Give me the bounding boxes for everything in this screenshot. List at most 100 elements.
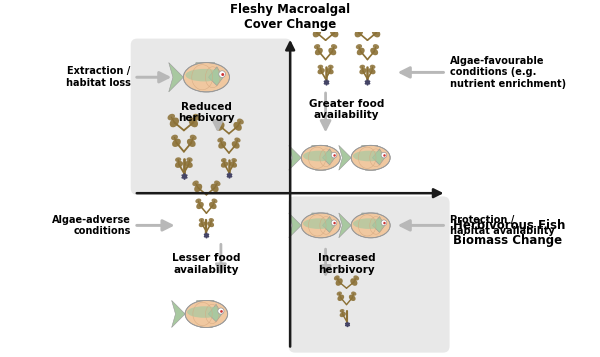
Ellipse shape — [232, 141, 239, 149]
Ellipse shape — [353, 151, 385, 161]
Ellipse shape — [359, 68, 367, 74]
Ellipse shape — [221, 161, 228, 168]
Polygon shape — [314, 229, 326, 238]
Ellipse shape — [351, 213, 390, 238]
FancyBboxPatch shape — [289, 196, 449, 353]
Ellipse shape — [355, 29, 363, 37]
Ellipse shape — [171, 135, 178, 140]
Circle shape — [383, 154, 386, 157]
Ellipse shape — [190, 135, 197, 140]
Circle shape — [331, 152, 337, 158]
Ellipse shape — [370, 65, 376, 69]
Polygon shape — [373, 217, 385, 232]
Polygon shape — [364, 229, 376, 238]
Ellipse shape — [315, 48, 323, 55]
Ellipse shape — [317, 68, 325, 74]
Polygon shape — [373, 149, 385, 165]
Ellipse shape — [175, 161, 183, 168]
Ellipse shape — [372, 29, 380, 37]
Ellipse shape — [337, 291, 342, 296]
Ellipse shape — [311, 25, 317, 31]
Ellipse shape — [192, 181, 199, 186]
Ellipse shape — [196, 202, 204, 209]
Ellipse shape — [328, 48, 336, 55]
Ellipse shape — [353, 25, 359, 31]
Ellipse shape — [328, 65, 334, 69]
Circle shape — [334, 154, 336, 157]
Ellipse shape — [185, 161, 193, 168]
Polygon shape — [209, 67, 223, 86]
Ellipse shape — [303, 218, 335, 229]
Ellipse shape — [211, 184, 218, 192]
Ellipse shape — [353, 218, 385, 229]
Ellipse shape — [216, 122, 224, 131]
Circle shape — [381, 220, 387, 226]
Ellipse shape — [209, 218, 214, 222]
Polygon shape — [198, 81, 212, 92]
Ellipse shape — [185, 301, 227, 327]
Ellipse shape — [337, 295, 344, 301]
Ellipse shape — [235, 137, 241, 142]
Text: Extraction /
habitat loss: Extraction / habitat loss — [66, 66, 131, 88]
Polygon shape — [172, 301, 185, 327]
Circle shape — [334, 222, 336, 224]
Ellipse shape — [217, 137, 224, 142]
Ellipse shape — [237, 119, 244, 125]
Ellipse shape — [349, 295, 356, 301]
Ellipse shape — [351, 291, 356, 296]
Ellipse shape — [301, 213, 340, 238]
Text: Reduced
herbivory: Reduced herbivory — [178, 102, 235, 124]
Polygon shape — [199, 318, 212, 327]
FancyBboxPatch shape — [131, 39, 292, 195]
Ellipse shape — [330, 29, 338, 37]
Circle shape — [219, 71, 226, 77]
Ellipse shape — [313, 29, 321, 37]
Ellipse shape — [359, 65, 365, 69]
Ellipse shape — [233, 122, 242, 131]
Polygon shape — [195, 301, 214, 310]
Ellipse shape — [356, 44, 362, 49]
Ellipse shape — [175, 157, 181, 162]
Ellipse shape — [353, 275, 359, 280]
Ellipse shape — [167, 114, 175, 120]
Text: Increased
herbivory: Increased herbivory — [318, 253, 376, 275]
Ellipse shape — [317, 65, 323, 69]
Ellipse shape — [340, 312, 346, 317]
Ellipse shape — [351, 145, 390, 170]
Circle shape — [220, 310, 223, 313]
Text: Protection /
habitat availability: Protection / habitat availability — [449, 215, 554, 236]
Ellipse shape — [230, 161, 237, 168]
Polygon shape — [289, 213, 301, 238]
Ellipse shape — [232, 158, 237, 162]
Ellipse shape — [199, 218, 204, 222]
Ellipse shape — [376, 25, 382, 31]
Ellipse shape — [214, 119, 221, 125]
Ellipse shape — [301, 145, 340, 170]
Ellipse shape — [335, 278, 343, 286]
Text: Greater food
availability: Greater food availability — [309, 99, 384, 120]
Polygon shape — [364, 161, 376, 170]
Ellipse shape — [187, 157, 193, 162]
Text: Fleshy Macroalgal
Cover Change: Fleshy Macroalgal Cover Change — [230, 2, 350, 31]
Polygon shape — [360, 213, 378, 222]
Circle shape — [381, 152, 387, 158]
Ellipse shape — [331, 44, 337, 49]
Ellipse shape — [212, 198, 217, 203]
Ellipse shape — [194, 184, 202, 192]
Ellipse shape — [209, 202, 217, 209]
Polygon shape — [323, 149, 335, 165]
Ellipse shape — [340, 309, 344, 313]
Polygon shape — [339, 213, 351, 238]
Ellipse shape — [193, 114, 200, 120]
Ellipse shape — [334, 25, 340, 31]
Polygon shape — [360, 145, 378, 154]
Circle shape — [383, 222, 386, 224]
Ellipse shape — [314, 44, 320, 49]
Polygon shape — [310, 145, 328, 154]
Ellipse shape — [221, 158, 227, 162]
Ellipse shape — [184, 62, 229, 92]
Ellipse shape — [334, 275, 340, 280]
Ellipse shape — [207, 221, 214, 227]
Ellipse shape — [214, 181, 221, 186]
Text: Algae-favourable
conditions (e.g.
nutrient enrichment): Algae-favourable conditions (e.g. nutrie… — [449, 56, 566, 89]
